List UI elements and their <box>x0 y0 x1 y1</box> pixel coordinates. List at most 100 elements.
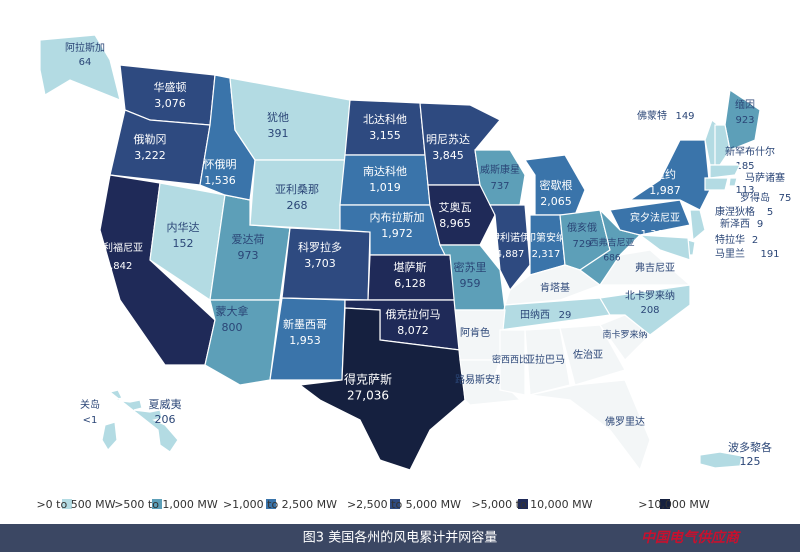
state-value: 1,972 <box>381 227 413 240</box>
state-name: 路易斯安那 <box>455 373 505 386</box>
state-name: 南卡罗来纳 <box>602 329 647 341</box>
state-name: 佛蒙特 <box>637 109 667 122</box>
state-value: <1 <box>83 415 98 426</box>
state-name: 阿拉斯加 <box>65 41 105 54</box>
state-value: 1,369 <box>641 229 670 240</box>
state-value: 185 <box>735 161 754 172</box>
state-name: 康涅狄格 <box>715 205 755 218</box>
state <box>724 88 761 151</box>
state-name: 弗吉尼亚 <box>635 261 675 274</box>
state-name: 马萨诸塞 <box>745 171 785 184</box>
state-name: 田纳西 <box>520 308 550 321</box>
state-name: 佛罗里达 <box>605 415 645 428</box>
state-name: 新墨西哥 <box>283 317 327 331</box>
state <box>628 139 711 211</box>
state-value: 800 <box>222 321 243 334</box>
state-name: 阿肯色 <box>460 326 490 339</box>
state-name: 波多黎各 <box>728 440 772 454</box>
state-value: 1,987 <box>649 184 681 197</box>
state <box>638 234 691 261</box>
state <box>108 389 179 453</box>
state-value: 149 <box>675 111 694 122</box>
state-name: 北达科他 <box>363 112 407 126</box>
state-value: 268 <box>287 199 308 212</box>
state <box>714 124 731 166</box>
state-value: 75 <box>779 193 792 204</box>
caption: 图3 美国各州的风电累计并网容量 <box>303 530 497 546</box>
state-name: 缅因 <box>735 98 755 111</box>
state-name: 俄亥俄 <box>567 221 597 234</box>
state-name: 犹他 <box>267 111 289 124</box>
state-name: 怀俄明 <box>204 158 237 171</box>
state-value: 2 <box>752 235 758 246</box>
state <box>204 299 281 386</box>
state-value: 2,317 <box>532 249 561 260</box>
state <box>709 164 741 179</box>
state-name: 肯塔基 <box>540 281 570 294</box>
state <box>344 99 426 156</box>
state-name: 亚利桑那 <box>275 183 319 196</box>
state-value: 3,155 <box>369 129 401 142</box>
state-name: 明尼苏达 <box>426 133 470 146</box>
state-name: 华盛顿 <box>154 80 187 94</box>
legend-swatch <box>660 499 670 509</box>
state-value: 3,076 <box>154 97 186 110</box>
caption-bar <box>0 524 800 552</box>
state-value: 3,222 <box>134 149 166 162</box>
legend-label: >5,000 to 10,000 MW <box>471 498 592 511</box>
state-name: 伊利诺伊 <box>490 232 530 244</box>
state <box>339 154 431 206</box>
state-name: 亚拉巴马 <box>525 353 565 366</box>
state-value: 737 <box>490 181 509 192</box>
state-name: 俄克拉何马 <box>386 307 441 321</box>
state-name: 佐治亚 <box>573 348 603 361</box>
state-value: 729 <box>572 239 591 250</box>
state-name: 威斯康星 <box>480 163 520 176</box>
legend-swatch <box>152 499 162 509</box>
state <box>298 307 466 471</box>
state-name: 南达科他 <box>363 164 407 178</box>
state <box>559 324 626 386</box>
legend-swatch <box>518 499 528 509</box>
state-value: 1,953 <box>289 334 321 347</box>
state <box>609 199 691 236</box>
state <box>39 34 121 101</box>
state-value: 8,072 <box>397 324 429 337</box>
legend-label: >500 to 1,000 MW <box>114 498 218 511</box>
state-value: 125 <box>740 455 761 468</box>
state-name: 夏威夷 <box>149 398 182 411</box>
state-name: 内华达 <box>167 220 200 234</box>
state-name: 艾奥瓦 <box>439 200 472 214</box>
watermark: 中国电气供应商 <box>641 529 742 546</box>
state-name: 加利福尼亚 <box>93 241 143 254</box>
state-value: 113 <box>735 185 754 196</box>
legend-swatch <box>390 499 400 509</box>
state-name: 新泽西 <box>720 217 750 230</box>
state-value: 2,065 <box>540 195 572 208</box>
state-name: 宾夕法尼亚 <box>630 211 680 224</box>
state-value: 1,536 <box>204 174 236 187</box>
legend-label: >0 to 500 MW <box>36 498 115 511</box>
state-value: 208 <box>640 305 659 316</box>
state <box>699 451 743 469</box>
state <box>524 327 571 396</box>
state-name: 马里兰 <box>715 247 745 260</box>
state-name: 纽约 <box>654 167 676 181</box>
state <box>499 329 526 396</box>
legend-label: >1,000 to 2,500 MW <box>223 498 337 511</box>
legend-swatch <box>62 499 72 509</box>
state-name: 密西西比 <box>492 354 528 366</box>
state-name: 印第安纳 <box>526 231 566 244</box>
state <box>101 421 118 452</box>
legend-label: >10,000 MW <box>638 498 710 511</box>
state-name: 北卡罗来纳 <box>625 289 675 302</box>
state-value: 206 <box>155 413 176 426</box>
state-value: 391 <box>268 127 289 140</box>
state-name: 爱达荷 <box>232 233 265 246</box>
state-name: 罗得岛 <box>740 191 770 204</box>
state-value: 64 <box>79 57 92 68</box>
state-value: 152 <box>173 237 194 250</box>
state-value: 5,842 <box>104 261 133 272</box>
state-name: 堪萨斯 <box>394 261 427 274</box>
state-name: 密歇根 <box>540 178 573 192</box>
